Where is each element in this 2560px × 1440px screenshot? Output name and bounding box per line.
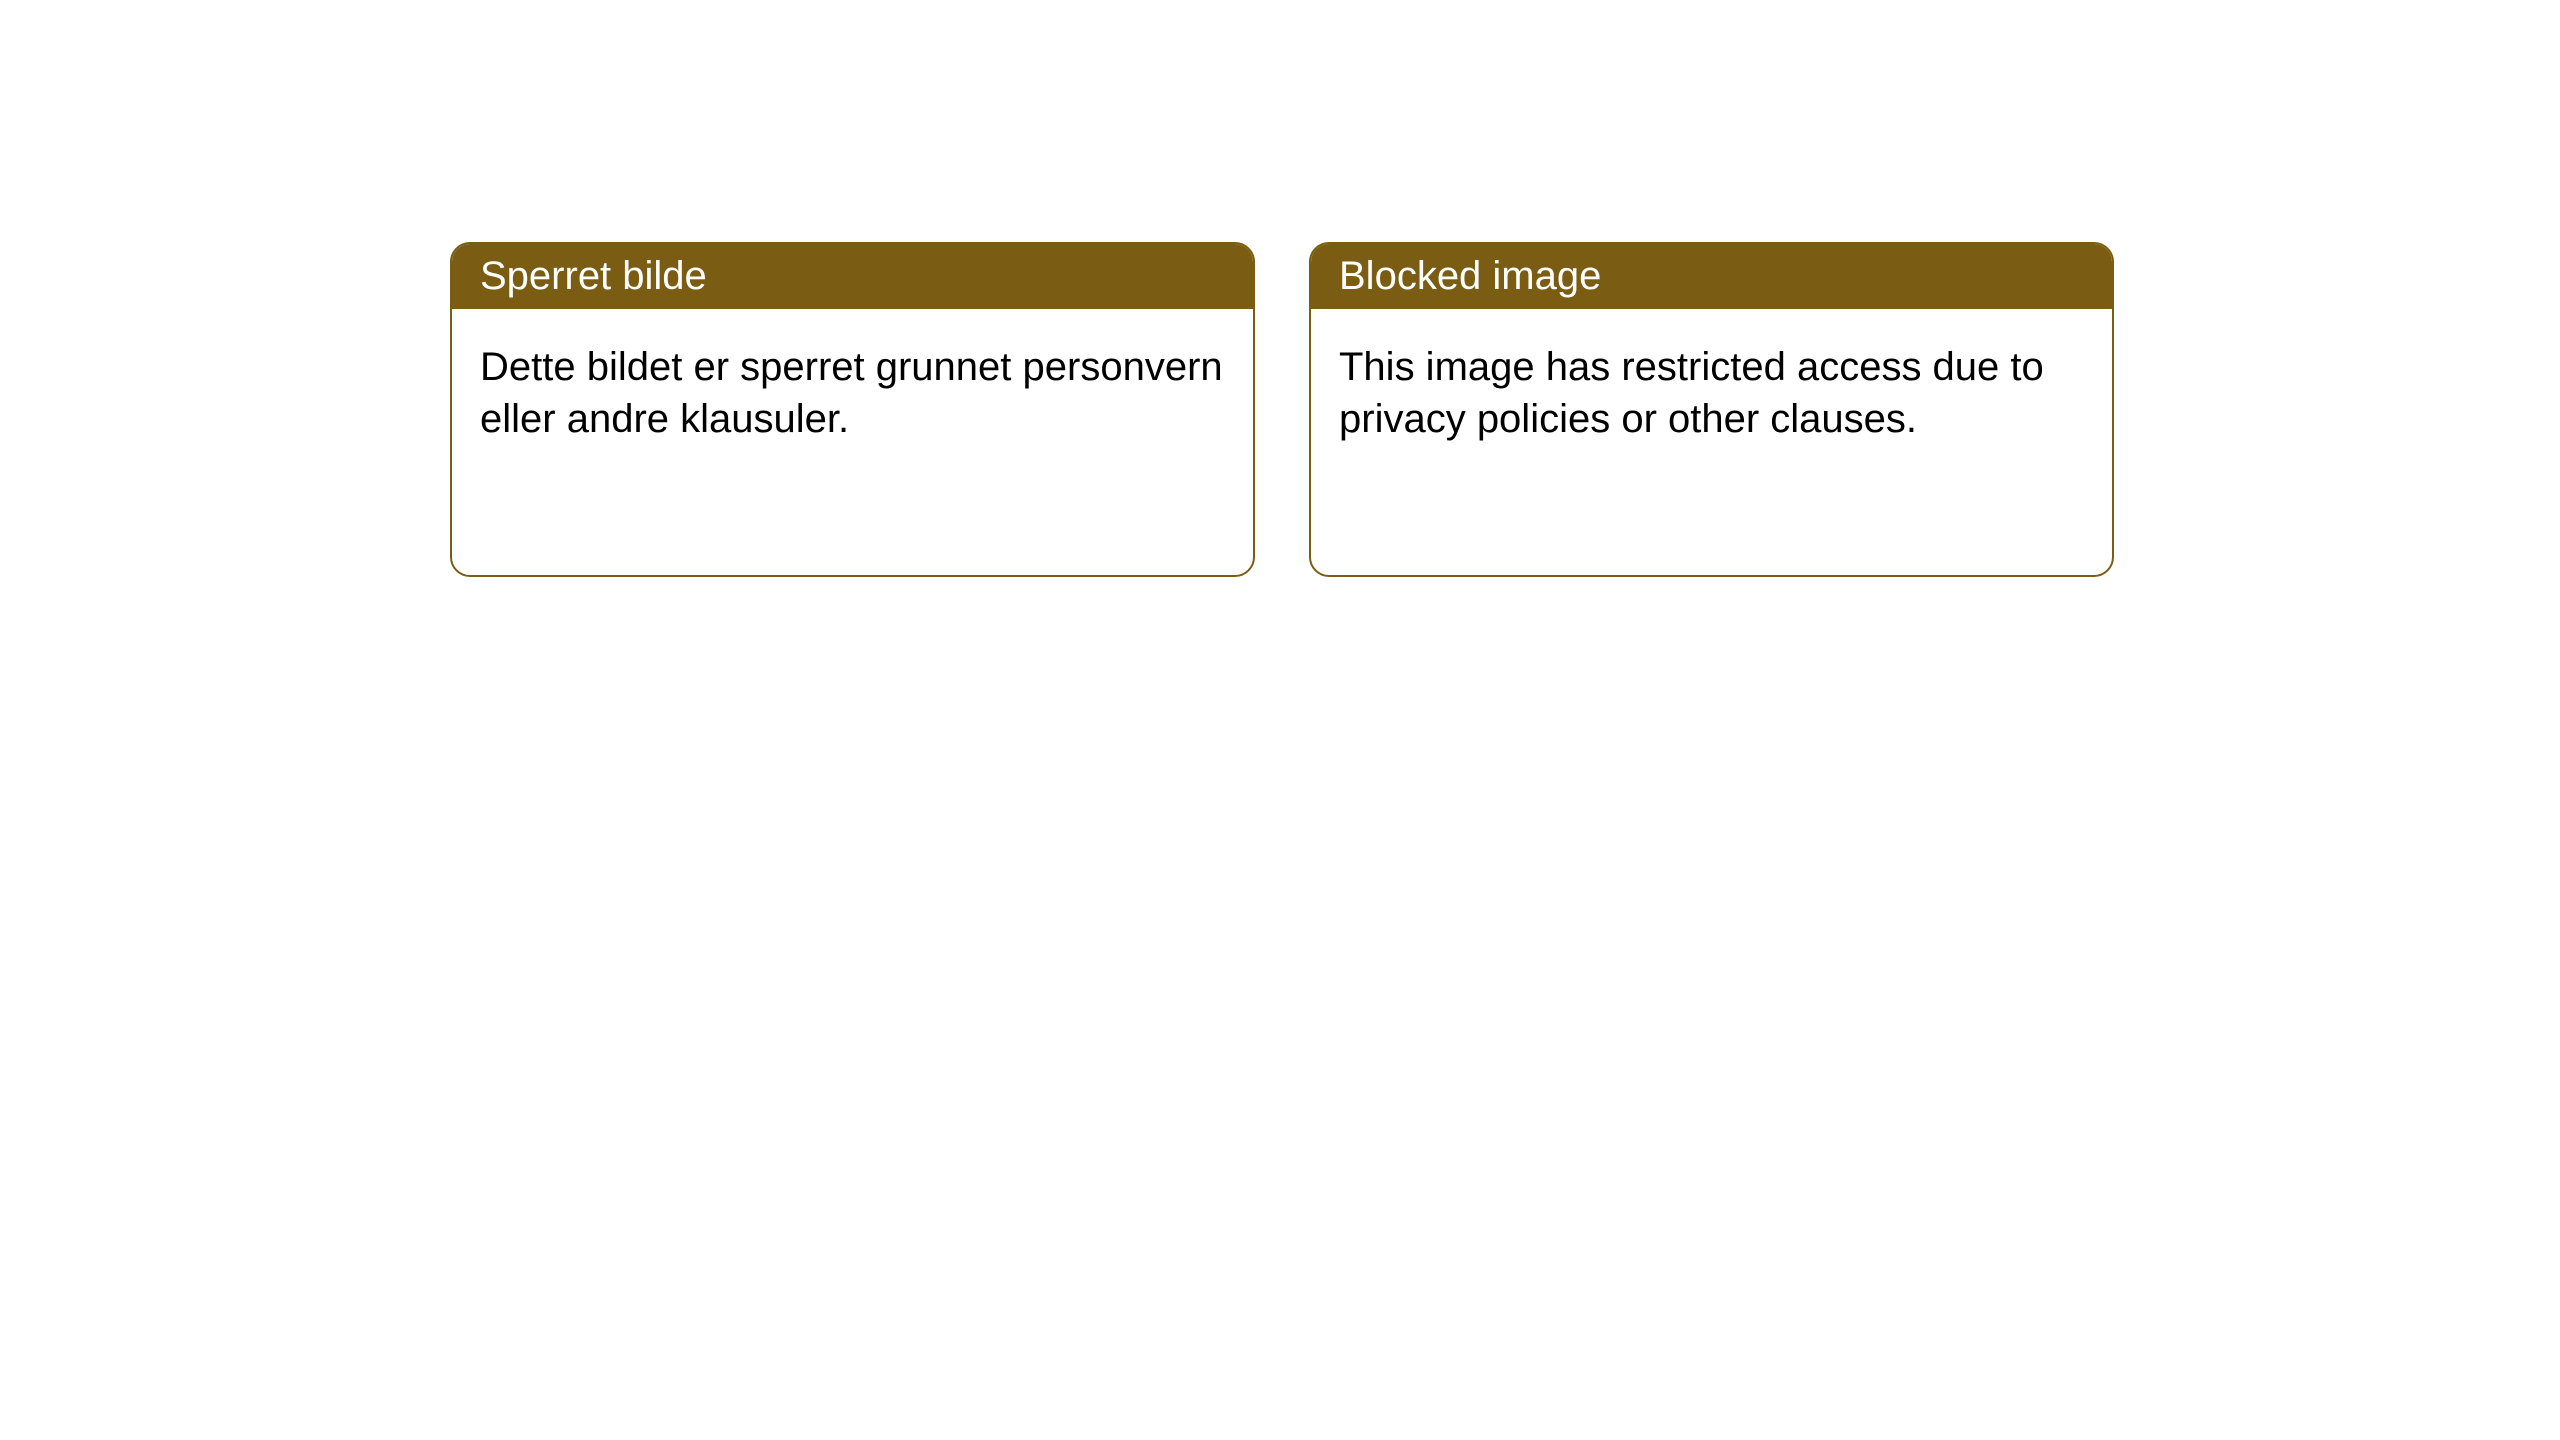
card-title: Sperret bilde xyxy=(480,254,707,298)
card-body: Dette bildet er sperret grunnet personve… xyxy=(452,309,1253,477)
blocked-image-card-norwegian: Sperret bilde Dette bildet er sperret gr… xyxy=(450,242,1255,577)
card-body-text: This image has restricted access due to … xyxy=(1339,345,2044,441)
notice-container: Sperret bilde Dette bildet er sperret gr… xyxy=(0,0,2560,577)
card-body: This image has restricted access due to … xyxy=(1311,309,2112,477)
card-header: Blocked image xyxy=(1311,244,2112,309)
card-title: Blocked image xyxy=(1339,254,1601,298)
card-header: Sperret bilde xyxy=(452,244,1253,309)
card-body-text: Dette bildet er sperret grunnet personve… xyxy=(480,345,1223,441)
blocked-image-card-english: Blocked image This image has restricted … xyxy=(1309,242,2114,577)
